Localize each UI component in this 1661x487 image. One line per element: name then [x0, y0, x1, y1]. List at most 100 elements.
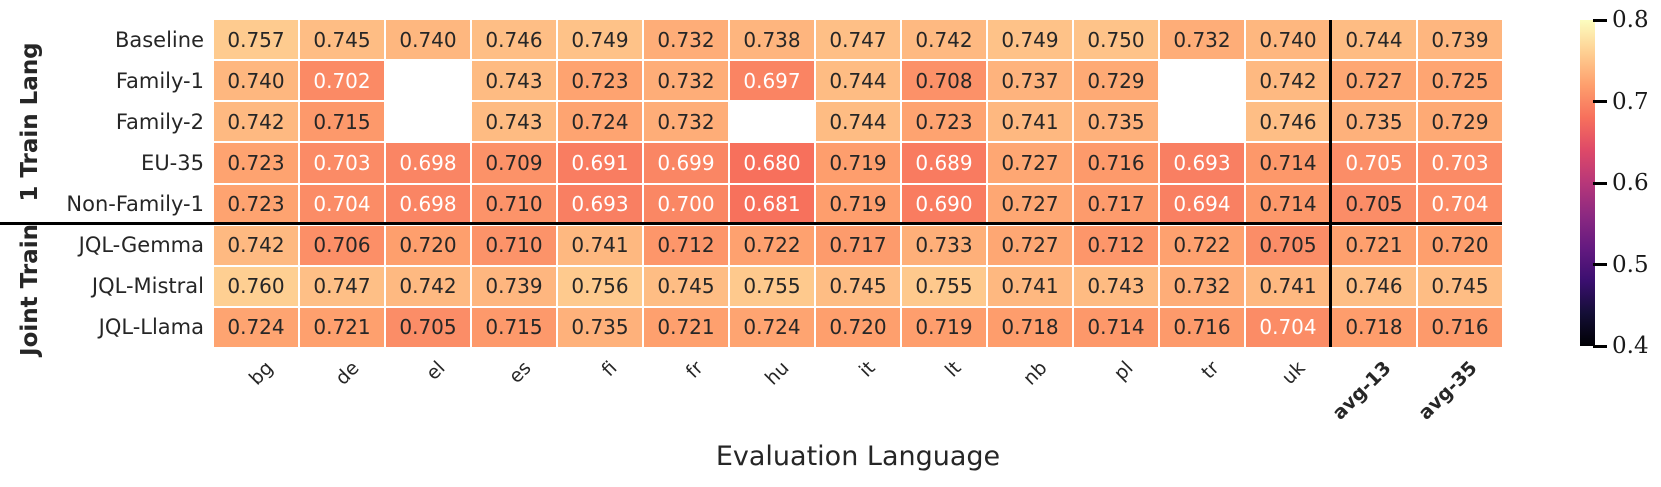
heatmap-cell: 0.717	[816, 225, 900, 265]
colorbar-tick-label: 0.4	[1612, 333, 1649, 359]
row-label: Family-2	[115, 109, 204, 134]
heatmap-cell: 0.690	[902, 184, 986, 224]
heatmap-cell: 0.743	[472, 102, 556, 142]
heatmap-cell: 0.739	[1418, 20, 1502, 60]
heatmap-cell: 0.741	[988, 102, 1072, 142]
heatmap-cell: 0.732	[1160, 266, 1244, 306]
x-axis-title: Evaluation Language	[715, 441, 1001, 472]
heatmap-cell: 0.721	[300, 307, 384, 347]
heatmap-cell: 0.723	[902, 102, 986, 142]
row-label: EU-35	[141, 150, 204, 175]
heatmap-cell: 0.744	[816, 102, 900, 142]
heatmap-cell: 0.729	[1074, 61, 1158, 101]
heatmap-cell: 0.705	[1246, 225, 1330, 265]
heatmap-cell: 0.719	[816, 184, 900, 224]
heatmap-cell: 0.709	[472, 143, 556, 183]
heatmap-cell: 0.742	[214, 225, 298, 265]
heatmap-cell: 0.738	[730, 20, 814, 60]
heatmap-cell	[730, 102, 814, 142]
heatmap-cell: 0.680	[730, 143, 814, 183]
heatmap-cell: 0.699	[644, 143, 728, 183]
row-label: JQL-Llama	[98, 315, 204, 340]
heatmap-cell: 0.750	[1074, 20, 1158, 60]
heatmap-cell	[386, 61, 470, 101]
heatmap-cell: 0.720	[386, 225, 470, 265]
heatmap-cell: 0.732	[1160, 20, 1244, 60]
colorbar-tick	[1593, 181, 1607, 185]
heatmap-cell: 0.744	[816, 61, 900, 101]
heatmap-cell: 0.705	[1332, 184, 1416, 224]
heatmap-cell: 0.745	[300, 20, 384, 60]
heatmap-grid: 0.757 0.745 0.740 0.746 0.749 0.732 0.738 0.747…	[214, 20, 1502, 347]
heatmap-cell: 0.743	[1074, 266, 1158, 306]
heatmap-cell: 0.729	[1418, 102, 1502, 142]
heatmap-cell: 0.749	[558, 20, 642, 60]
heatmap-cell: 0.716	[1418, 307, 1502, 347]
heatmap-cell: 0.704	[1246, 307, 1330, 347]
colorbar-tick	[1593, 100, 1607, 103]
heatmap-cell: 0.715	[472, 307, 556, 347]
avg-separator-line	[1329, 20, 1332, 347]
heatmap-cell: 0.746	[1246, 102, 1330, 142]
heatmap-cell: 0.721	[1332, 225, 1416, 265]
heatmap-cell: 0.741	[988, 266, 1072, 306]
heatmap-cell: 0.681	[730, 184, 814, 224]
heatmap-cell: 0.705	[1332, 143, 1416, 183]
colorbar-tick-label: 0.8	[1612, 7, 1649, 33]
heatmap-cell: 0.705	[386, 307, 470, 347]
heatmap-cell: 0.717	[1074, 184, 1158, 224]
heatmap-cell	[1160, 61, 1244, 101]
heatmap-cell: 0.742	[214, 102, 298, 142]
heatmap-cell: 0.723	[214, 143, 298, 183]
heatmap-cell: 0.710	[472, 225, 556, 265]
heatmap-cell	[1160, 102, 1244, 142]
heatmap-cell: 0.755	[730, 266, 814, 306]
heatmap-cell: 0.741	[558, 225, 642, 265]
heatmap-cell: 0.710	[472, 184, 556, 224]
heatmap-cell: 0.715	[300, 102, 384, 142]
heatmap-cell: 0.723	[214, 184, 298, 224]
heatmap-cell: 0.727	[988, 225, 1072, 265]
heatmap-cell: 0.737	[988, 61, 1072, 101]
heatmap-cell: 0.735	[558, 307, 642, 347]
heatmap-cell: 0.740	[214, 61, 298, 101]
heatmap-cell: 0.714	[1246, 143, 1330, 183]
heatmap-cell: 0.691	[558, 143, 642, 183]
colorbar-tick	[1593, 18, 1607, 22]
heatmap-cell: 0.723	[558, 61, 642, 101]
heatmap-cell: 0.700	[644, 184, 728, 224]
heatmap-cell: 0.716	[1074, 143, 1158, 183]
heatmap-cell: 0.744	[1332, 20, 1416, 60]
heatmap-cell: 0.704	[1418, 184, 1502, 224]
heatmap-cell: 0.720	[1418, 225, 1502, 265]
heatmap-cell: 0.755	[902, 266, 986, 306]
heatmap-cell: 0.724	[730, 307, 814, 347]
colorbar-tick-label: 0.7	[1612, 88, 1649, 115]
heatmap-cell: 0.732	[644, 61, 728, 101]
heatmap-cell: 0.742	[902, 20, 986, 60]
heatmap-cell: 0.735	[1332, 102, 1416, 142]
heatmap-cell: 0.746	[472, 20, 556, 60]
heatmap-cell: 0.741	[1246, 266, 1330, 306]
heatmap-cell: 0.725	[1418, 61, 1502, 101]
row-label: Family-1	[115, 68, 204, 93]
heatmap-cell: 0.727	[988, 143, 1072, 183]
heatmap-cell: 0.720	[816, 307, 900, 347]
heatmap-cell: 0.693	[558, 184, 642, 224]
heatmap-cell: 0.735	[1074, 102, 1158, 142]
heatmap-cell: 0.742	[1246, 61, 1330, 101]
heatmap-cell: 0.721	[644, 307, 728, 347]
colorbar-tick	[1593, 344, 1607, 348]
heatmap-cell: 0.694	[1160, 184, 1244, 224]
heatmap-cell: 0.719	[902, 307, 986, 347]
heatmap-cell: 0.703	[1418, 143, 1502, 183]
row-label: Non-Family-1	[66, 192, 204, 217]
heatmap-cell: 0.732	[644, 20, 728, 60]
heatmap-cell: 0.727	[988, 184, 1072, 224]
heatmap-cell: 0.706	[300, 225, 384, 265]
heatmap-cell	[386, 102, 470, 142]
heatmap-cell: 0.747	[300, 266, 384, 306]
heatmap-cell: 0.724	[214, 307, 298, 347]
colorbar-tick-label: 0.5	[1612, 251, 1649, 278]
heatmap-cell: 0.756	[558, 266, 642, 306]
